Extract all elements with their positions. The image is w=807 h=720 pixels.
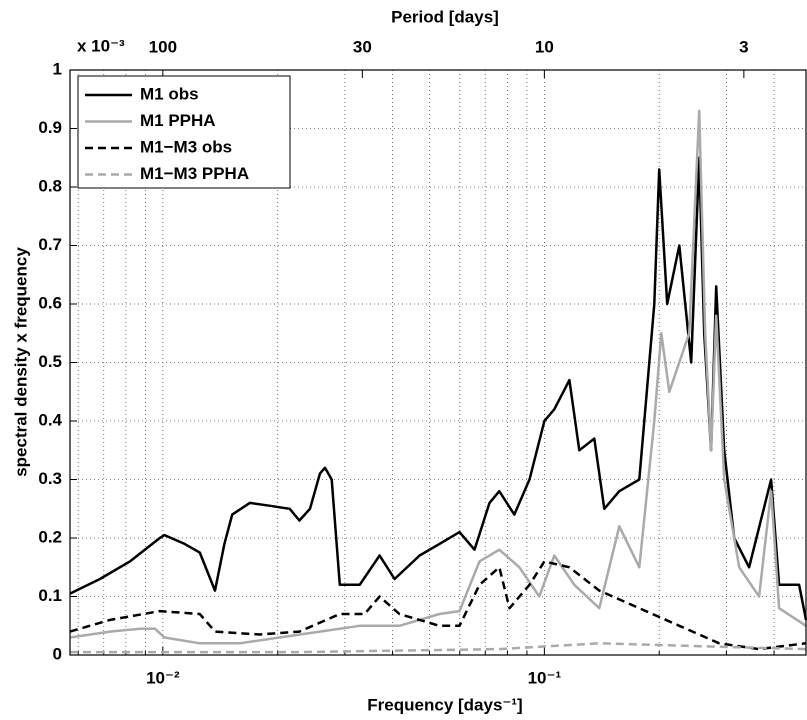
series-line <box>69 560 807 651</box>
legend-label: M1 PPHA <box>140 111 216 130</box>
x-axis-label: Frequency [days⁻¹] <box>367 695 522 714</box>
x2-tick-label: 3 <box>739 37 748 56</box>
top-axis-title: Period [days] <box>391 7 499 26</box>
y-tick-label: 0.3 <box>38 469 62 488</box>
y-tick-label: 0.6 <box>38 293 62 312</box>
x-tick-label: 10⁻¹ <box>528 668 562 687</box>
y-tick-label: 0 <box>53 644 62 663</box>
series-line <box>70 642 807 654</box>
y-tick-label: 0.2 <box>38 527 62 546</box>
x-tick-label: 10⁻² <box>146 668 180 687</box>
y-tick-label: 0.8 <box>38 176 62 195</box>
y-tick-label: 1 <box>53 59 62 78</box>
y-tick-label: 0.7 <box>38 235 62 254</box>
multiplier: x 10⁻³ <box>77 36 125 55</box>
y-tick-label: 0.9 <box>38 118 62 137</box>
x2-tick-label: 30 <box>353 37 372 56</box>
x2-tick-label: 100 <box>149 37 177 56</box>
series-line <box>69 109 807 645</box>
legend-label: M1−M3 PPHA <box>140 164 249 183</box>
y-axis-label: spectral density x frequency <box>11 247 30 477</box>
y-tick-label: 0.4 <box>38 410 62 429</box>
y-tick-label: 0.1 <box>38 586 62 605</box>
x2-tick-label: 10 <box>535 37 554 56</box>
y-tick-label: 0.5 <box>38 352 62 371</box>
legend-label: M1−M3 obs <box>140 137 232 156</box>
legend-label: M1 obs <box>140 84 199 103</box>
plot-frame <box>69 69 807 656</box>
series-line <box>69 156 807 621</box>
